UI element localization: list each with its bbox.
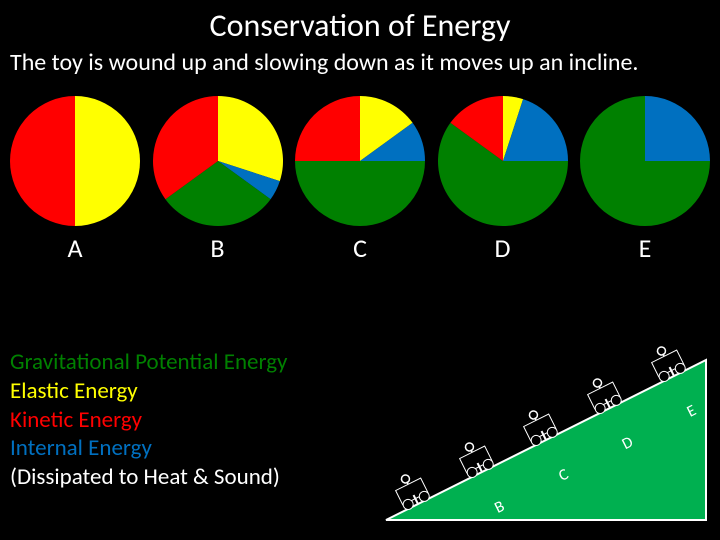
pie-label-d: D <box>438 232 568 264</box>
pie-label-c: C <box>295 232 425 264</box>
subtitle-text: The toy is wound up and slowing down as … <box>0 45 720 78</box>
pie-e <box>580 96 710 226</box>
pie-labels-row: A B C D E <box>0 226 720 264</box>
legend-item: Internal Energy <box>10 434 287 463</box>
pie-b <box>153 96 283 226</box>
legend-item: Elastic Energy <box>10 377 287 406</box>
pie-label-b: B <box>153 232 283 264</box>
pie-c <box>295 96 425 226</box>
legend-item: (Dissipated to Heat & Sound) <box>10 463 287 492</box>
pie-label-e: E <box>580 232 710 264</box>
incline-diagram: ABCDE <box>376 310 716 530</box>
pie-row <box>0 78 720 226</box>
ramp-label: A <box>427 528 444 530</box>
legend-item: Gravitational Potential Energy <box>10 348 287 377</box>
pie-d <box>438 96 568 226</box>
pie-label-a: A <box>10 232 140 264</box>
legend-item: Kinetic Energy <box>10 406 287 435</box>
pie-a <box>10 96 140 226</box>
page-title: Conservation of Energy <box>0 0 720 45</box>
legend: Gravitational Potential EnergyElastic En… <box>10 348 287 492</box>
